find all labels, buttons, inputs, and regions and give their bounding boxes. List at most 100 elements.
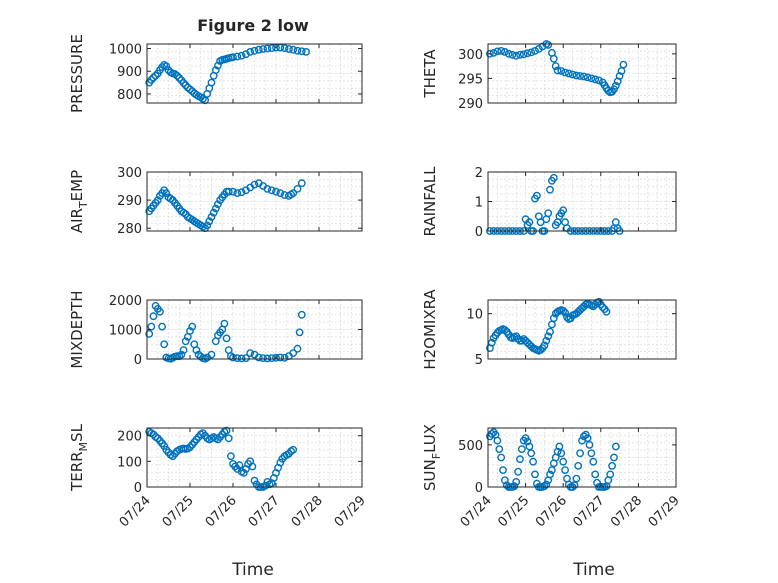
data-point [181,337,190,346]
data-point [542,336,551,345]
data-point [186,327,194,335]
data-point [272,353,280,362]
data-point [561,308,569,317]
data-point [533,191,541,200]
y-tick-label: 5 [475,353,483,368]
y-tick-label: 1000 [109,324,142,339]
x-tick-label: 07/26 [203,493,240,530]
theta-ylabel: THETA [421,49,439,99]
data-point [508,50,517,59]
data-point [568,70,577,79]
data-point [517,445,526,453]
data-point [250,180,259,189]
data-point [293,344,302,353]
data-point [544,209,553,218]
data-point [585,440,594,449]
data-point [276,458,285,467]
data-point [546,470,554,479]
data-point [276,353,285,362]
data-point [158,63,167,71]
data-point [284,45,293,53]
data-point [250,476,259,485]
data-point [553,447,562,456]
data-point [512,51,521,60]
data-point [495,445,504,453]
data-point [222,426,231,435]
data-point [493,436,502,445]
data-point [254,45,263,54]
y-tick-label: 900 [117,65,142,80]
data-point [211,66,220,75]
y-tick-label: 290 [458,97,483,112]
x-tick-label: 07/28 [289,493,326,530]
data-point [181,81,190,90]
data-point [261,481,270,490]
subplot-rainfall: 0 1 2 RAINFALL [421,166,677,240]
x-axis-label-left: Time [231,560,274,580]
y-tick-label: 280 [117,222,142,237]
data-point [583,434,592,442]
data-point [610,453,618,462]
data-point [546,185,554,194]
data-point [529,457,537,466]
data-point [580,72,588,81]
data-point [177,350,186,359]
y-tick-label: 295 [458,72,483,87]
data-point [207,78,216,87]
air_temp-axes-box [146,171,363,232]
data-point [557,67,566,75]
data-point [489,49,498,57]
data-point [559,457,568,466]
data-point [608,461,616,470]
data-point [570,481,579,490]
data-point [272,187,280,196]
data-point [591,470,600,479]
y-tick-label: 300 [117,166,142,181]
data-point [576,72,584,80]
data-point [175,74,184,82]
y-tick-label: 100 [117,455,142,470]
data-point [527,48,536,57]
x-tick-label: 07/29 [332,493,369,530]
data-point [297,310,306,319]
data-point [516,50,524,59]
data-point [549,54,558,63]
data-point [619,60,628,69]
data-point [487,338,496,347]
data-point [280,44,289,52]
x-tick-label: 07/27 [571,493,608,530]
x-tick-label: 07/24 [117,493,154,530]
y-tick-label: 300 [458,48,483,63]
data-point [564,69,573,78]
data-point [544,41,553,49]
data-point [583,73,592,82]
figure-title: Figure 2 low [197,16,309,35]
data-point [514,335,522,343]
data-point [233,52,242,61]
data-point [179,79,188,87]
terr_msl-ylabel: TERRMSL [68,423,90,492]
y-tick-label: 200 [117,430,142,445]
data-point [555,442,564,451]
y-tick-label: 10 [466,308,483,323]
data-point [297,47,306,56]
data-point [557,449,566,458]
data-point [188,322,197,331]
data-point [598,303,607,312]
data-point [239,468,248,477]
data-point [162,62,171,71]
data-point [510,482,519,491]
data-point [561,466,569,474]
data-point [540,341,549,350]
x-tick-label: 07/25 [160,493,197,530]
data-point [546,327,554,336]
data-point [209,208,218,217]
data-point [536,345,545,354]
data-point [147,76,156,84]
data-point [615,72,624,80]
data-point [241,354,250,362]
data-point [574,461,583,470]
data-point [280,353,289,362]
y-tick-label: 0 [134,353,142,368]
data-point [531,470,539,479]
